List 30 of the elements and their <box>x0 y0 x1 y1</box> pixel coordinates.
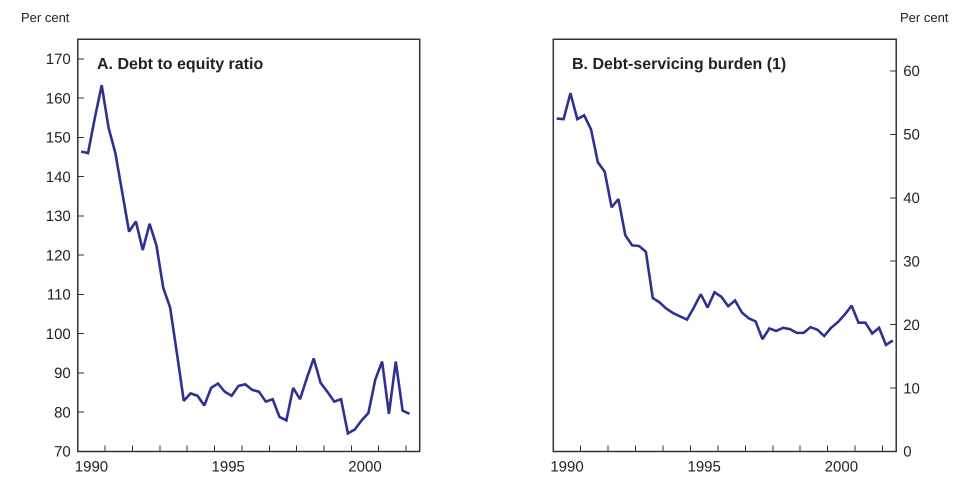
line-series <box>80 84 411 435</box>
y-tick-label: 130 <box>46 208 71 226</box>
y-tick-label: 90 <box>54 365 71 382</box>
y2-tick-label: 50 <box>903 126 920 144</box>
y2-tick-label: 40 <box>903 190 920 208</box>
y2-tick-label: 0 <box>903 444 912 461</box>
y-tick-label: 70 <box>54 444 71 461</box>
y-tick-label: 110 <box>46 286 71 304</box>
y2-tick-label: 10 <box>903 380 920 398</box>
y2-tick-label: 20 <box>903 316 920 334</box>
line-series <box>555 92 894 346</box>
x-tick-label: 2000 <box>348 458 382 476</box>
x-tick-label: 1990 <box>550 458 584 476</box>
y-tick-label: 100 <box>46 326 71 343</box>
x-tick-label: 1995 <box>687 458 721 476</box>
y2-tick-label: 60 <box>903 63 920 80</box>
y2-axis-title: Per cent <box>900 10 949 25</box>
x-tick-label: 2000 <box>824 458 858 476</box>
y-tick-label: 120 <box>46 247 71 264</box>
y-tick-label: 140 <box>46 168 71 186</box>
y-axis-title: Per cent <box>21 10 70 25</box>
x-tick-label: 1990 <box>74 458 108 476</box>
y2-tick-label: 30 <box>903 253 920 270</box>
y-tick-label: 170 <box>46 51 71 68</box>
y-tick-label: 160 <box>46 90 71 108</box>
text: B. Debt-servicing burden (1) <box>572 56 786 73</box>
y-tick-label: 150 <box>46 130 71 147</box>
y-tick-label: 80 <box>54 404 71 422</box>
text: A. Debt to equity ratio <box>97 56 264 73</box>
x-tick-label: 1995 <box>212 458 245 476</box>
